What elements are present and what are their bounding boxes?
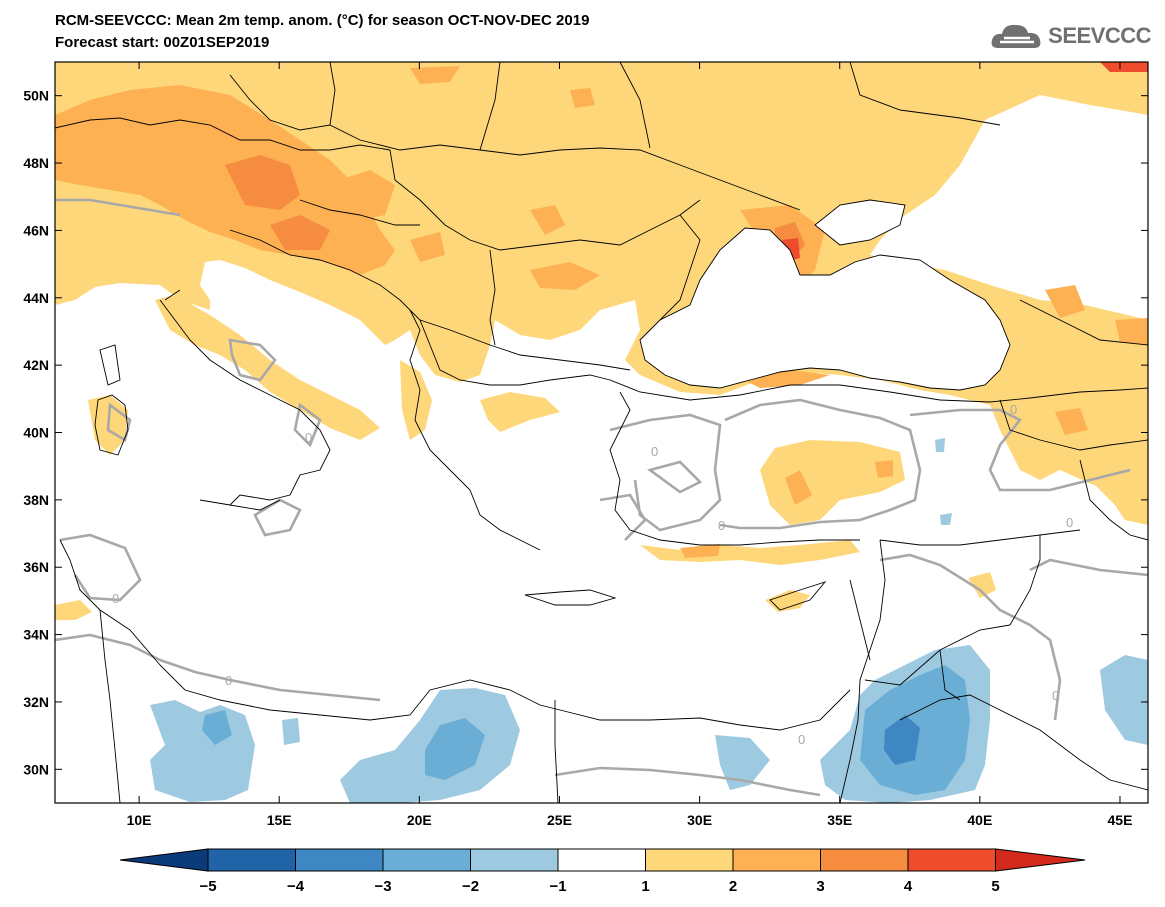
coldest-region-jordan <box>884 715 920 765</box>
warmer-region-caucasus <box>1045 285 1085 318</box>
hot-region-croatia <box>270 215 330 250</box>
lon-tick-label: 30E <box>687 812 712 828</box>
lat-tick-label: 36N <box>23 559 49 575</box>
cold-region-libya <box>150 700 255 802</box>
colorbar-label: −2 <box>462 878 479 895</box>
colorbar-swatch <box>382 848 471 872</box>
warmer-region-poland <box>410 66 460 84</box>
colorbar-high-extend <box>995 848 1086 872</box>
colorbar-label: 1 <box>641 878 649 895</box>
contour-label: 0 <box>225 673 232 688</box>
warm-region-tunisia <box>55 600 92 620</box>
lon-tick-label: 15E <box>267 812 292 828</box>
colorbar-label: 3 <box>816 878 824 895</box>
contour-label: 0 <box>1010 402 1017 417</box>
very-hot-region-ne <box>1100 62 1148 72</box>
warm-region-north-aegean <box>480 392 560 432</box>
cold-region-iraq <box>1100 655 1148 745</box>
cold-region-egypt <box>715 735 770 790</box>
contour-label: 0 <box>718 518 725 533</box>
colorbar-swatch <box>207 848 296 872</box>
lon-tick-label: 40E <box>967 812 992 828</box>
lat-tick-label: 40N <box>23 425 49 441</box>
colorbar-swatch <box>557 848 646 872</box>
colorbar-low-extend <box>119 848 209 872</box>
zero-contours <box>55 198 1148 797</box>
longitude-axis: 10E 15E 20E 25E 30E 35E 40E 45E <box>127 62 1133 828</box>
latitude-axis: 30N 32N 34N 36N 38N 40N 42N 44N 46N 48N 50N <box>23 88 1148 777</box>
lat-tick-label: 32N <box>23 694 49 710</box>
colorbar-label: −3 <box>374 878 391 895</box>
lat-tick-label: 38N <box>23 492 49 508</box>
colorbar-swatch <box>732 848 821 872</box>
contour-label: 0 <box>305 430 312 445</box>
borders <box>55 62 1148 803</box>
colorbar-label: 2 <box>729 878 737 895</box>
cloud-icon <box>991 24 1041 48</box>
sea-of-azov <box>814 199 906 246</box>
hot-region-austria <box>225 155 300 210</box>
lat-tick-label: 30N <box>23 761 49 777</box>
contour-label: 0 <box>112 591 119 606</box>
warmer-region-turkey-coast <box>680 544 720 558</box>
contour-label: 0 <box>1052 688 1059 703</box>
colorbar-label: 4 <box>904 878 913 895</box>
warm-region-turkey-south <box>640 540 860 565</box>
lon-tick-label: 25E <box>547 812 572 828</box>
colorbar-swatch <box>295 848 384 872</box>
contour-label: 0 <box>651 444 658 459</box>
colorbar-label: −1 <box>549 878 566 895</box>
warmer-region-anatolia-east <box>875 460 893 478</box>
lat-tick-label: 46N <box>23 222 49 238</box>
lat-tick-label: 48N <box>23 155 49 171</box>
warmer-region-slovakia <box>340 170 395 220</box>
contour-label: 0 <box>798 732 805 747</box>
colorbar: −5 −4 −3 −2 −1 1 2 3 4 5 <box>119 848 1086 895</box>
cold-region-libya-small <box>282 718 300 745</box>
lon-tick-label: 10E <box>127 812 152 828</box>
contour-labels: 0 0 0 0 0 0 0 0 0 <box>112 402 1073 747</box>
cold-region-turkey-dot <box>935 438 945 452</box>
colorbar-label: −5 <box>199 878 216 895</box>
colorbar-swatch <box>645 848 734 872</box>
warm-region-east <box>990 360 1148 520</box>
colder-region-cyrenaica <box>425 718 485 780</box>
lat-tick-label: 50N <box>23 88 49 104</box>
forecast-start: Forecast start: 00Z01SEP2019 <box>55 34 270 51</box>
lat-tick-label: 42N <box>23 357 49 373</box>
lon-tick-label: 20E <box>407 812 432 828</box>
colorbar-swatch <box>820 848 909 872</box>
warm-region-italy <box>155 295 380 440</box>
warmer-region-balkans <box>410 232 445 262</box>
colorbar-swatch <box>470 848 559 872</box>
colorbar-label: −4 <box>287 878 305 895</box>
cold-region-turkey-dot2 <box>940 513 952 525</box>
warmer-region-anatolia <box>785 470 812 505</box>
colorbar-swatch <box>907 848 996 872</box>
lon-tick-label: 35E <box>827 812 852 828</box>
map-title: RCM-SEEVCCC: Mean 2m temp. anom. (°C) fo… <box>55 12 590 29</box>
lon-tick-label: 45E <box>1108 812 1133 828</box>
warmer-region-danube <box>530 262 600 290</box>
lat-tick-label: 34N <box>23 627 49 643</box>
map-field: 0 0 0 0 0 0 0 0 0 <box>55 62 1148 803</box>
warm-region-syria <box>968 572 996 598</box>
logo-text: SEEVCCC <box>1048 23 1151 48</box>
seevccc-logo: SEEVCCC <box>990 20 1151 52</box>
warmer-region-ukraine <box>570 88 595 108</box>
warmer-region-romania <box>530 205 565 235</box>
colder-region-libya <box>202 710 232 745</box>
warm-region-balkans-coast <box>400 360 432 440</box>
lat-tick-label: 44N <box>23 290 49 306</box>
warmer-region-east-turkey <box>1055 408 1088 435</box>
contour-label: 0 <box>1066 515 1073 530</box>
colorbar-label: 5 <box>991 878 999 895</box>
warmer-region-caucasus-east <box>1115 318 1148 345</box>
black-sea <box>639 227 1011 391</box>
